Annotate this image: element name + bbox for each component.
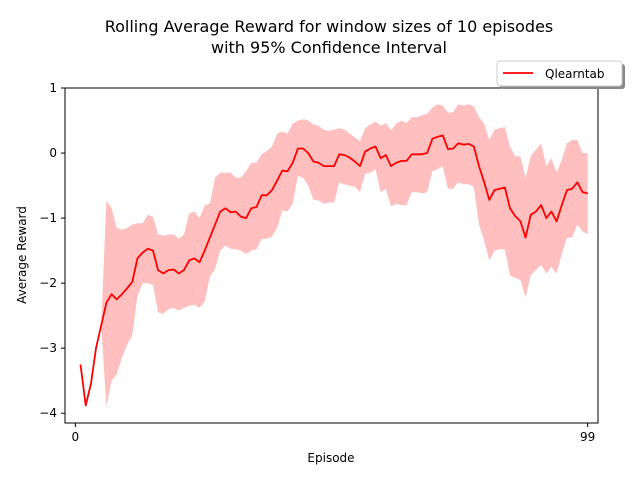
series-line — [79, 134, 588, 407]
chart-title-line-1: Rolling Average Reward for window sizes … — [105, 17, 554, 36]
y-tick-label: 1 — [49, 81, 57, 95]
y-tick-label: −2 — [39, 276, 57, 290]
legend: Qlearntab — [496, 60, 625, 89]
x-axis-label: Episode — [307, 451, 354, 465]
x-axis-ticks: 0 99 — [72, 423, 595, 444]
axes-frame — [64, 87, 599, 424]
y-axis-ticks: 1 0 −1 −2 −3 −4 — [39, 81, 65, 420]
y-tick-label: −3 — [39, 341, 57, 355]
y-tick-label: −1 — [39, 211, 57, 225]
legend-label: Qlearntab — [545, 67, 605, 81]
y-tick-label: −4 — [39, 406, 57, 420]
plot-area — [64, 87, 599, 424]
y-axis-label: Average Reward — [15, 206, 29, 304]
x-tick-label: 0 — [72, 430, 80, 444]
legend-box — [496, 60, 623, 87]
confidence-band — [80, 104, 588, 407]
y-tick-label: 0 — [49, 146, 57, 160]
x-tick-label: 99 — [580, 430, 595, 444]
chart-title-line-2: with 95% Confidence Interval — [211, 38, 447, 57]
